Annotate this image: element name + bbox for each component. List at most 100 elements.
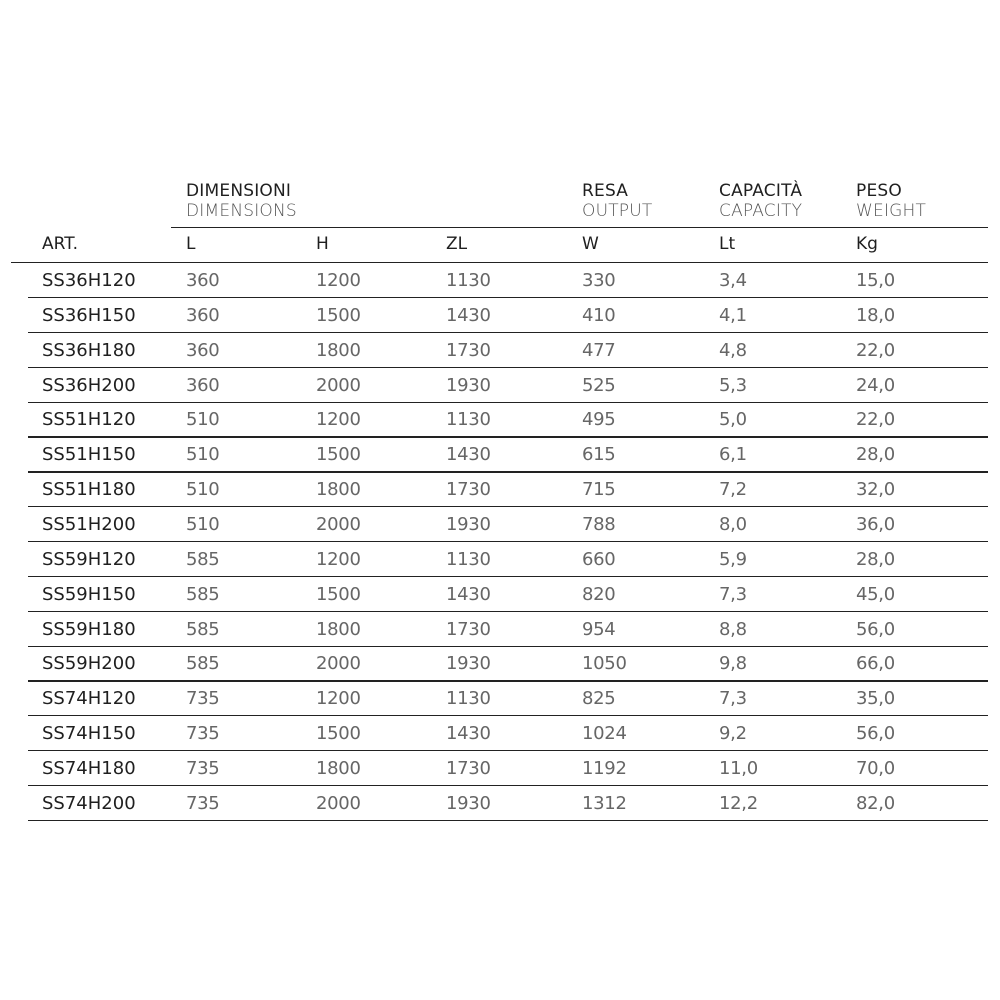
cell-w: 410 xyxy=(582,304,616,326)
cell-lt: 8,8 xyxy=(719,618,747,640)
cell-lt: 6,1 xyxy=(719,444,747,466)
cell-l: 585 xyxy=(186,618,220,640)
column-header-art: ART. xyxy=(42,234,78,254)
cell-zl: 1130 xyxy=(446,548,491,570)
cell-h: 1500 xyxy=(316,583,361,605)
cell-w: 1024 xyxy=(582,723,627,745)
cell-art: SS59H150 xyxy=(42,583,136,605)
cell-w: 660 xyxy=(582,548,616,570)
row-divider xyxy=(28,750,988,752)
cell-l: 735 xyxy=(186,688,220,710)
cell-w: 330 xyxy=(582,270,616,291)
group-label-it: CAPACITÀ xyxy=(719,181,803,201)
cell-kg: 56,0 xyxy=(856,723,895,745)
table-row: SS51H150 510 1500 1430 615 6,1 28,0 xyxy=(0,437,1000,473)
cell-art: SS36H180 xyxy=(42,339,136,361)
cell-w: 477 xyxy=(582,339,616,361)
cell-kg: 45,0 xyxy=(856,583,895,605)
cell-w: 788 xyxy=(582,513,616,535)
cell-lt: 9,8 xyxy=(719,653,747,675)
cell-art: SS74H180 xyxy=(42,757,136,779)
cell-l: 360 xyxy=(186,339,220,361)
column-header-l: L xyxy=(186,234,196,254)
cell-lt: 5,0 xyxy=(719,409,747,431)
table-row: SS51H200 510 2000 1930 788 8,0 36,0 xyxy=(0,507,1000,543)
group-label-it: RESA xyxy=(582,181,629,201)
group-dimensions: DIMENSIONI DIMENSIONS xyxy=(186,181,297,221)
cell-w: 1192 xyxy=(582,757,627,779)
cell-kg: 24,0 xyxy=(856,374,895,396)
table-row: SS36H200 360 2000 1930 525 5,3 24,0 xyxy=(0,368,1000,403)
column-header-w: W xyxy=(582,234,599,254)
cell-w: 820 xyxy=(582,583,616,605)
cell-w: 615 xyxy=(582,444,616,466)
cell-l: 735 xyxy=(186,757,220,779)
cell-zl: 1430 xyxy=(446,304,491,326)
row-divider xyxy=(28,819,988,822)
cell-kg: 36,0 xyxy=(856,513,895,535)
cell-lt: 7,2 xyxy=(719,479,747,501)
row-divider xyxy=(28,331,988,334)
cell-art: SS74H120 xyxy=(42,688,136,710)
row-divider xyxy=(28,575,988,578)
cell-art: SS51H150 xyxy=(42,444,136,466)
row-divider xyxy=(28,401,988,403)
cell-zl: 1930 xyxy=(446,792,491,814)
row-divider xyxy=(28,436,988,438)
row-divider xyxy=(28,506,988,508)
cell-zl: 1430 xyxy=(446,444,491,466)
cell-kg: 32,0 xyxy=(856,479,895,501)
row-divider xyxy=(28,610,988,612)
cell-kg: 82,0 xyxy=(856,792,895,814)
cell-l: 585 xyxy=(186,583,220,605)
cell-zl: 1730 xyxy=(446,479,491,501)
group-label-en: CAPACITY xyxy=(719,201,803,221)
column-header-h: H xyxy=(316,234,329,254)
cell-art: SS59H120 xyxy=(42,548,136,570)
cell-h: 2000 xyxy=(316,513,361,535)
row-divider xyxy=(28,680,988,682)
cell-lt: 4,1 xyxy=(719,304,747,326)
cell-art: SS36H150 xyxy=(42,304,136,326)
row-divider xyxy=(28,784,988,787)
group-label-it: PESO xyxy=(856,181,902,201)
row-divider xyxy=(28,645,988,647)
cell-zl: 1130 xyxy=(446,409,491,431)
cell-art: SS36H200 xyxy=(42,374,136,396)
cell-zl: 1930 xyxy=(446,374,491,396)
cell-l: 510 xyxy=(186,409,220,431)
cell-art: SS51H200 xyxy=(42,513,136,535)
cell-h: 1800 xyxy=(316,618,361,640)
group-label-it: DIMENSIONI xyxy=(186,181,292,201)
cell-art: SS59H180 xyxy=(42,618,136,640)
cell-zl: 1930 xyxy=(446,513,491,535)
cell-lt: 5,3 xyxy=(719,374,747,396)
table-row: SS36H180 360 1800 1730 477 4,8 22,0 xyxy=(0,333,1000,368)
cell-h: 2000 xyxy=(316,653,361,675)
cell-l: 735 xyxy=(186,723,220,745)
cell-h: 1200 xyxy=(316,548,361,570)
table-row: SS74H200 735 2000 1930 1312 12,2 82,0 xyxy=(0,786,1000,822)
cell-lt: 7,3 xyxy=(719,688,747,710)
cell-h: 1200 xyxy=(316,409,361,431)
row-divider xyxy=(28,366,988,368)
cell-lt: 7,3 xyxy=(719,583,747,605)
cell-kg: 70,0 xyxy=(856,757,895,779)
cell-h: 2000 xyxy=(316,792,361,814)
cell-lt: 12,2 xyxy=(719,792,758,814)
cell-kg: 28,0 xyxy=(856,548,895,570)
cell-h: 1200 xyxy=(316,270,361,291)
table-row: SS59H120 585 1200 1130 660 5,9 28,0 xyxy=(0,542,1000,578)
table-row: SS51H180 510 1800 1730 715 7,2 32,0 xyxy=(0,472,1000,508)
group-capacity: CAPACITÀ CAPACITY xyxy=(719,181,802,221)
group-label-en: DIMENSIONS xyxy=(186,201,297,221)
cell-kg: 28,0 xyxy=(856,444,895,466)
row-divider xyxy=(28,471,988,473)
cell-h: 1500 xyxy=(316,444,361,466)
cell-l: 360 xyxy=(186,270,220,291)
group-divider xyxy=(171,227,988,229)
cell-zl: 1730 xyxy=(446,618,491,640)
cell-h: 1500 xyxy=(316,723,361,745)
cell-art: SS59H200 xyxy=(42,653,136,675)
cell-h: 1800 xyxy=(316,339,361,361)
